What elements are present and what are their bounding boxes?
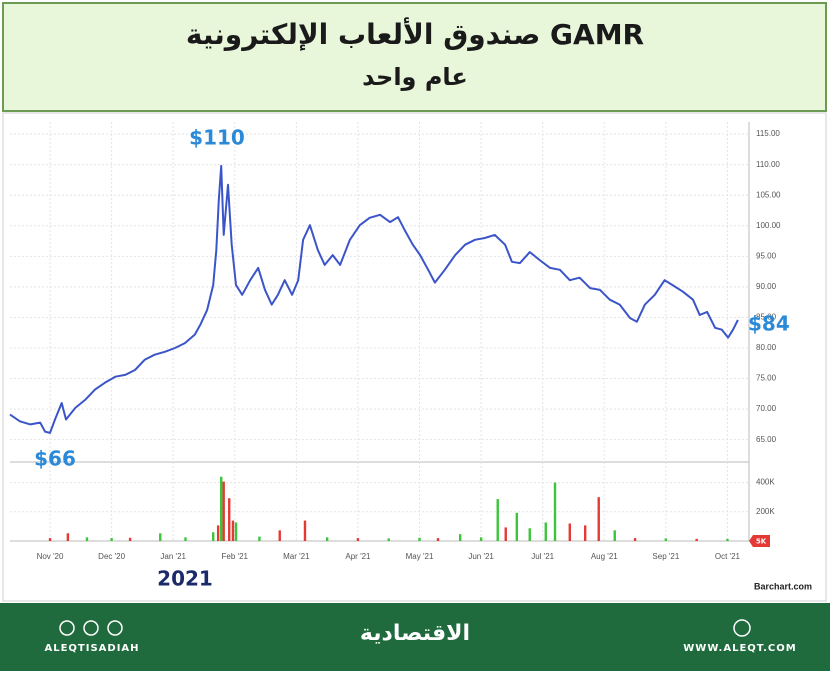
y-tick-label: 400K xyxy=(756,478,775,487)
volume-bar xyxy=(436,538,440,541)
volume-bar xyxy=(568,523,571,541)
chart-frame xyxy=(2,112,827,602)
x-tick-label: Mar '21 xyxy=(283,552,310,561)
y-tick-label: 110.00 xyxy=(756,160,780,169)
volume-bar xyxy=(220,476,223,541)
volume-bar xyxy=(553,482,557,541)
volume-bar xyxy=(496,499,499,541)
x-tick-label: Sep '21 xyxy=(652,552,679,561)
footer-brand: الاقتصادية xyxy=(360,621,470,646)
y-tick-label: 95.00 xyxy=(756,251,777,260)
volume-bar xyxy=(664,538,668,541)
volume-bar xyxy=(66,533,70,541)
volume-bar xyxy=(633,538,637,541)
x-tick-label: May '21 xyxy=(406,552,434,561)
volume-bar xyxy=(216,525,220,541)
year-label: 2021 xyxy=(157,567,213,591)
volume-bar xyxy=(583,525,587,541)
footer-site: WWW.ALEQT.COM xyxy=(683,643,796,654)
volume-bar xyxy=(184,537,187,541)
y-tick-label: 115.00 xyxy=(756,129,780,138)
price-line xyxy=(9,164,739,434)
volume-bar xyxy=(234,522,238,541)
volume-bar xyxy=(726,538,729,541)
volume-bar xyxy=(212,532,215,541)
source-label: Barchart.com xyxy=(754,581,812,591)
x-tick-label: Oct '21 xyxy=(715,552,741,561)
y-tick-label: 75.00 xyxy=(756,374,777,383)
volume-bar xyxy=(222,481,225,541)
volume-bar xyxy=(258,536,261,541)
footer xyxy=(0,603,830,671)
volume-bar xyxy=(387,538,390,541)
x-tick-label: Nov '20 xyxy=(37,552,64,561)
x-tick-label: Feb '21 xyxy=(222,552,249,561)
chart-title: صندوق الألعاب الإلكترونية GAMR xyxy=(186,17,644,51)
volume-bar xyxy=(597,497,600,541)
volume-bar xyxy=(278,530,281,541)
volume-bar xyxy=(85,537,89,541)
x-tick-label: Aug '21 xyxy=(591,552,618,561)
volume-bar xyxy=(128,537,132,541)
y-tick-label: 65.00 xyxy=(756,435,777,444)
x-tick-label: Jan '21 xyxy=(160,552,186,561)
volume-bar xyxy=(528,528,531,541)
volume-bar xyxy=(159,533,162,541)
y-tick-label: 70.00 xyxy=(756,404,777,413)
footer-handle: ALEQTISADIAH xyxy=(44,643,139,654)
last-label: $84 xyxy=(748,312,790,336)
y-tick-label: 105.00 xyxy=(756,190,781,199)
volume-bar xyxy=(110,538,113,541)
volume-bar xyxy=(544,522,547,541)
social-icons xyxy=(59,619,751,637)
last-volume-tag xyxy=(749,535,770,547)
volume-bar xyxy=(695,538,698,541)
volume-bar xyxy=(48,538,52,541)
peak-label: $110 xyxy=(189,126,245,150)
y-tick-label: 85.00 xyxy=(756,313,777,322)
volume-bar xyxy=(356,538,360,541)
x-tick-label: Jun '21 xyxy=(468,552,494,561)
volume-bar xyxy=(515,512,519,541)
volume-bar xyxy=(613,530,616,541)
y-tick-label: 90.00 xyxy=(756,282,777,291)
volume-bar xyxy=(504,527,507,541)
x-tick-label: Dec '20 xyxy=(98,552,125,561)
volume-bar xyxy=(325,537,329,541)
volume-bar xyxy=(458,534,462,541)
x-tick-label: Jul '21 xyxy=(531,552,554,561)
volume-bar xyxy=(303,520,307,541)
y-tick-label: 80.00 xyxy=(756,343,777,352)
chart-subtitle: عام واحد xyxy=(362,63,468,91)
volume-bar xyxy=(228,498,231,541)
y-tick-label: 200K xyxy=(756,507,775,516)
volume-bar xyxy=(418,537,421,541)
y-tick-label: 100.00 xyxy=(756,221,781,230)
volume-bar xyxy=(231,520,235,541)
x-tick-label: Apr '21 xyxy=(345,552,371,561)
last-volume-label: 5K xyxy=(756,538,767,546)
volume-bar xyxy=(479,537,483,541)
header-box xyxy=(2,2,827,112)
low-label: $66 xyxy=(34,447,76,471)
